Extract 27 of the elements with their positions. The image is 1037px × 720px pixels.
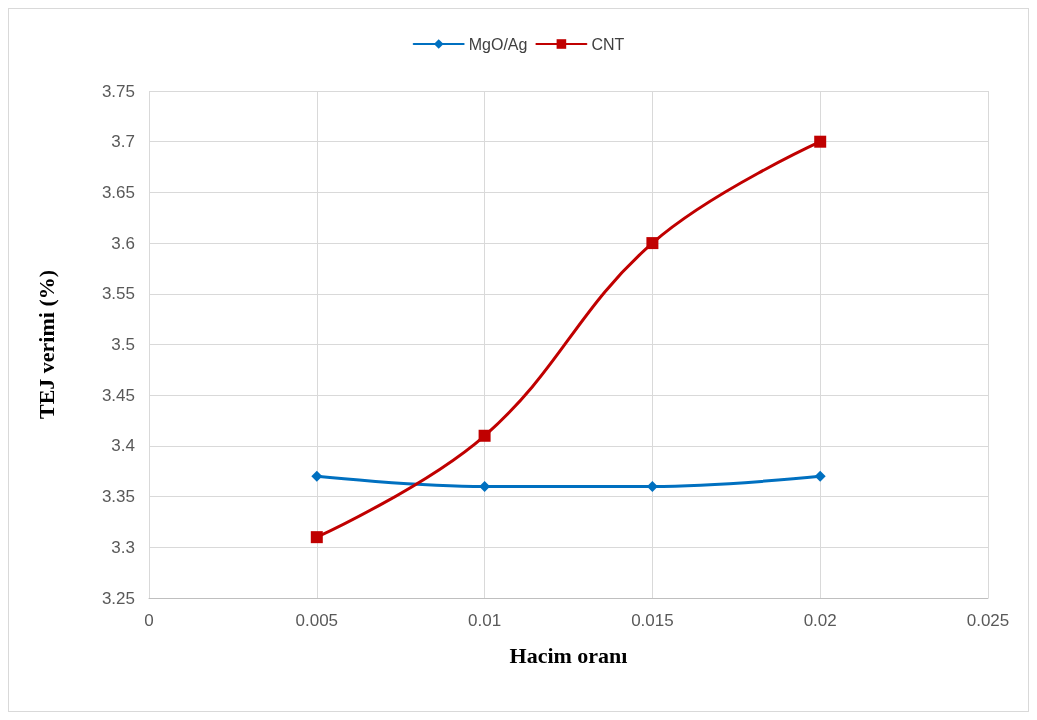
- y-tick-label: 3.5: [111, 335, 135, 354]
- legend-label: CNT: [591, 35, 625, 53]
- point: [646, 237, 659, 250]
- y-tick-label: 3.55: [101, 284, 135, 304]
- x-tick-label: 0.02: [803, 611, 837, 630]
- point: [310, 531, 323, 544]
- y-tick-label: 3.4: [111, 436, 135, 456]
- y-tick-label: 3.7: [111, 132, 135, 152]
- x-axis-title: Hacim oranı: [509, 642, 628, 668]
- x-tick-label: 0: [144, 611, 154, 630]
- x-tick-label: 0.025: [966, 611, 1010, 630]
- point: [814, 470, 826, 482]
- point: [311, 470, 323, 482]
- y-tick-label: 3.25: [101, 588, 135, 608]
- point: [814, 135, 827, 148]
- y-tick-label: 3.35: [101, 487, 135, 507]
- legend-label: MgO/Ag: [468, 35, 528, 53]
- y-axis-title: TEJ verimi (%): [33, 269, 59, 420]
- point: [478, 429, 491, 442]
- x-tick-label: 0.005: [295, 611, 339, 630]
- x-tick-label: 0.015: [631, 611, 674, 630]
- y-tick-label: 3.45: [101, 385, 135, 405]
- y-tick-label: 3.3: [111, 537, 135, 557]
- y-tick-label: 3.65: [101, 182, 135, 202]
- y-tick-label: 3.75: [101, 81, 135, 101]
- x-tick-label: 0.01: [468, 611, 502, 630]
- y-tick-label: 3.6: [111, 233, 135, 253]
